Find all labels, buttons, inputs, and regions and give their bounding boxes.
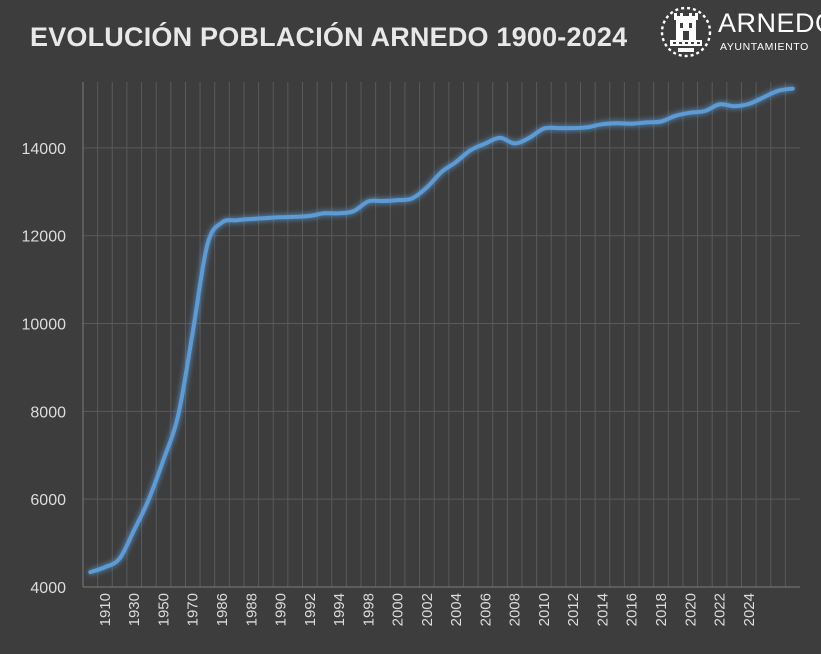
x-tick-label: 2014 xyxy=(594,593,611,626)
x-tick-labels: 1910 1930 1950 1970 1986 1988 1990 1992 1994 1998… xyxy=(97,593,758,626)
population-series-line xyxy=(88,86,795,575)
x-tick-label: 1998 xyxy=(360,593,377,626)
logo-name: ARNEDO xyxy=(718,8,821,38)
x-tick-label: 1990 xyxy=(273,593,290,626)
x-tick-label: 2016 xyxy=(624,593,641,626)
x-tick-label: 1930 xyxy=(126,593,143,626)
x-tick-label: 2008 xyxy=(507,593,524,626)
y-tick-labels: 4000 6000 8000 10000 12000 14000 xyxy=(22,141,67,597)
y-tick-label: 14000 xyxy=(22,141,67,158)
x-tick-label: 2020 xyxy=(682,593,699,626)
y-tick-label: 8000 xyxy=(30,404,66,421)
x-tick-label: 2004 xyxy=(448,593,465,626)
x-tick-label: 2006 xyxy=(477,593,494,626)
x-tick-label: 2000 xyxy=(390,593,407,626)
x-tick-label: 1992 xyxy=(302,593,319,626)
chart-title: EVOLUCIÓN POBLACIÓN ARNEDO 1900-2024 xyxy=(30,22,628,52)
logo-subtitle: AYUNTAMIENTO xyxy=(720,41,809,53)
y-tick-label: 10000 xyxy=(22,317,67,334)
x-tick-label: 1988 xyxy=(243,593,260,626)
x-tick-label: 2002 xyxy=(419,593,436,626)
x-tick-label: 2012 xyxy=(565,593,582,626)
x-tick-label: 2024 xyxy=(741,593,758,626)
x-tick-label: 2022 xyxy=(712,593,729,626)
arnedo-logo: ARNEDO AYUNTAMIENTO xyxy=(658,4,821,60)
x-tick-label: 2018 xyxy=(653,593,670,626)
vertical-gridlines xyxy=(97,82,786,587)
y-tick-label: 6000 xyxy=(30,492,66,509)
x-tick-label: 1910 xyxy=(97,593,114,626)
y-tick-label: 4000 xyxy=(30,580,66,597)
x-tick-label: 1994 xyxy=(331,593,348,626)
x-tick-label: 1970 xyxy=(185,593,202,626)
x-tick-label: 1986 xyxy=(214,593,231,626)
x-tick-label: 1950 xyxy=(155,593,172,626)
horizontal-gridlines xyxy=(83,147,800,500)
castle-crest-icon xyxy=(660,6,712,58)
y-tick-label: 12000 xyxy=(22,229,67,246)
x-tick-label: 2010 xyxy=(536,593,553,626)
